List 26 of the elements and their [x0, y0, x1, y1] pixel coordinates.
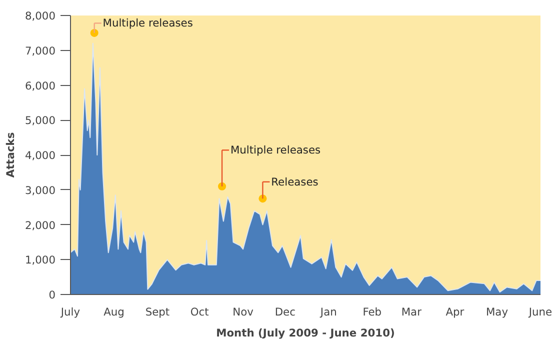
annotation: Multiple releases	[102, 16, 194, 30]
y-tick-label: 5,000	[24, 114, 56, 128]
y-tick-label: 4,000	[24, 149, 56, 162]
x-tick-label: Sept	[145, 306, 170, 318]
x-axis-title: Month (July 2009 - June 2010)	[216, 326, 395, 340]
x-tick-label: May	[486, 306, 508, 318]
x-tick-label: Oct	[190, 306, 209, 318]
x-tick-label: Apr	[446, 306, 465, 318]
x-tick-label: July	[60, 306, 80, 318]
y-tick-label: 0	[48, 288, 56, 302]
y-tick-label: 3,000	[24, 184, 56, 197]
y-axis-title: Attacks	[4, 132, 17, 178]
annotation: Releases	[271, 175, 319, 188]
x-tick-label: Aug	[104, 306, 124, 318]
x-tick-label: June	[528, 306, 552, 318]
y-tick-label: 2,000	[24, 218, 56, 232]
x-tick-label: Jan	[319, 306, 337, 318]
y-tick-label: 6,000	[24, 79, 56, 92]
y-tick-label: 1,000	[24, 254, 56, 267]
x-tick-label: Feb	[362, 306, 382, 318]
annotation: Multiple releases	[230, 144, 322, 157]
y-tick-label: 7,000	[24, 44, 56, 58]
x-tick-label: Dec	[274, 306, 296, 318]
x-tick-label: Mar	[401, 306, 422, 318]
x-tick-label: Nov	[232, 306, 254, 318]
y-tick-label: 8,000	[24, 10, 56, 22]
